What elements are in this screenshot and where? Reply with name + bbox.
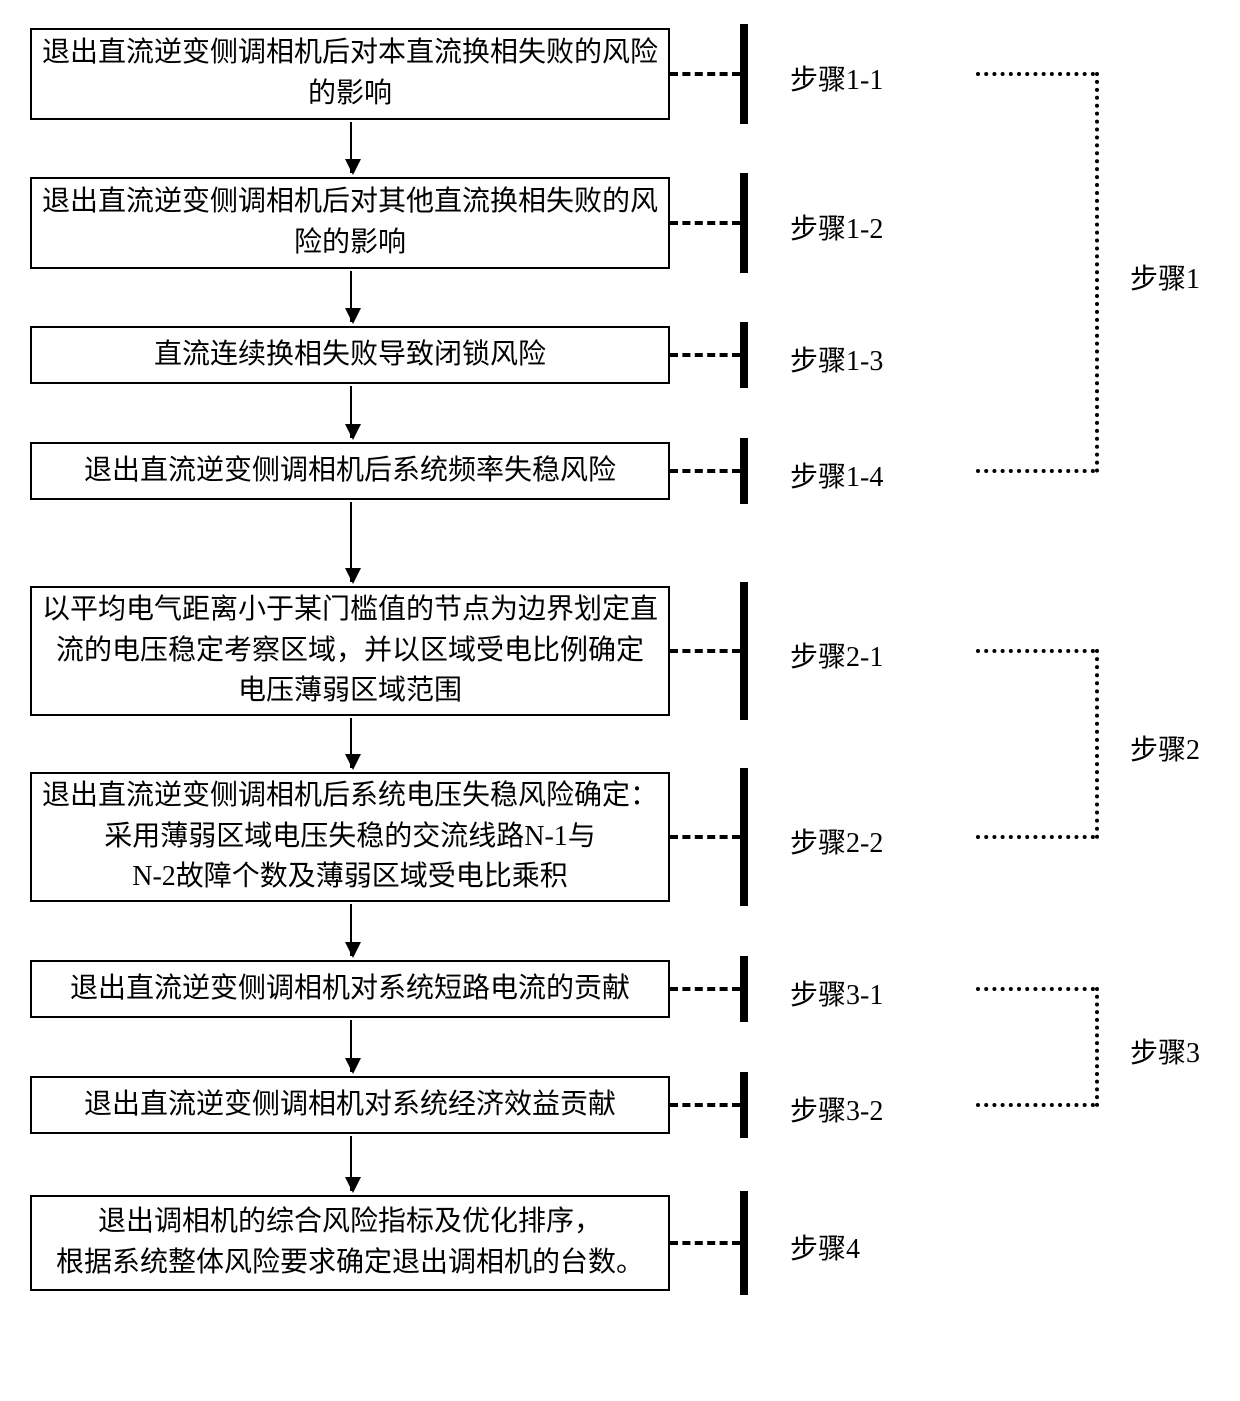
arrow [350,1020,352,1072]
flow-node-text: 退出直流逆变侧调相机后对其他直流换相失败的风 险的影响 [42,182,658,263]
arrow [350,1136,352,1191]
arrow [350,386,352,438]
flow-node-text: 退出直流逆变侧调相机后系统电压失稳风险确定： 采用薄弱区域电压失稳的交流线路N-… [42,776,658,898]
sub-dash [670,469,740,473]
step-label: 步骤1 [1130,257,1200,297]
sub-dash [670,72,740,76]
sub-bar [740,1072,748,1138]
flow-node-n12: 退出直流逆变侧调相机后对其他直流换相失败的风 险的影响 [30,177,670,269]
step-label: 步骤2 [1130,728,1200,768]
sub-dash [670,649,740,653]
sub-dash [670,1241,740,1245]
arrow [350,904,352,956]
sub-dash [670,1103,740,1107]
step-bracket-arm [976,1103,1095,1107]
flow-node-text: 退出直流逆变侧调相机对系统短路电流的贡献 [70,969,630,1010]
sub-label: 步骤1-3 [790,339,883,379]
arrow [350,718,352,768]
flow-node-n14: 退出直流逆变侧调相机后系统频率失稳风险 [30,442,670,500]
sub-label: 步骤3-1 [790,973,883,1013]
flow-node-n4: 退出调相机的综合风险指标及优化排序， 根据系统整体风险要求确定退出调相机的台数。 [30,1195,670,1291]
flow-node-n32: 退出直流逆变侧调相机对系统经济效益贡献 [30,1076,670,1134]
sub-bar [740,1191,748,1295]
step-bracket-spine [1095,72,1099,473]
sub-label: 步骤1-1 [790,58,883,98]
flow-node-n31: 退出直流逆变侧调相机对系统短路电流的贡献 [30,960,670,1018]
flow-node-n13: 直流连续换相失败导致闭锁风险 [30,326,670,384]
sub-bar [740,322,748,388]
flow-node-text: 以平均电气距离小于某门槛值的节点为边界划定直 流的电压稳定考察区域，并以区域受电… [42,590,658,712]
step-bracket-arm [976,469,1095,473]
sub-label: 步骤2-1 [790,635,883,675]
sub-dash [670,835,740,839]
sub-label: 步骤2-2 [790,821,883,861]
step-bracket-arm [976,835,1095,839]
sub-label: 步骤1-2 [790,207,883,247]
arrow [350,271,352,322]
flow-node-text: 直流连续换相失败导致闭锁风险 [154,335,546,376]
flow-node-text: 退出直流逆变侧调相机后对本直流换相失败的风险 的影响 [42,33,658,114]
sub-dash [670,221,740,225]
flow-node-n21: 以平均电气距离小于某门槛值的节点为边界划定直 流的电压稳定考察区域，并以区域受电… [30,586,670,716]
sub-bar [740,768,748,906]
step-bracket-arm [976,649,1095,653]
arrow [350,502,352,582]
step-bracket-arm [976,987,1095,991]
sub-bar [740,173,748,273]
sub-label: 步骤4 [790,1227,860,1267]
sub-label: 步骤3-2 [790,1089,883,1129]
flow-node-n11: 退出直流逆变侧调相机后对本直流换相失败的风险 的影响 [30,28,670,120]
arrow [350,122,352,173]
step-bracket-spine [1095,649,1099,839]
sub-dash [670,353,740,357]
sub-label: 步骤1-4 [790,455,883,495]
flow-node-text: 退出调相机的综合风险指标及优化排序， 根据系统整体风险要求确定退出调相机的台数。 [56,1202,644,1283]
sub-bar [740,956,748,1022]
sub-bar [740,24,748,124]
flow-node-text: 退出直流逆变侧调相机后系统频率失稳风险 [84,451,616,492]
step-bracket-spine [1095,987,1099,1107]
flowchart: 退出直流逆变侧调相机后对本直流换相失败的风险 的影响 步骤1-1 退出直流逆变侧调相… [0,0,1240,1401]
flow-node-text: 退出直流逆变侧调相机对系统经济效益贡献 [84,1085,616,1126]
flow-node-n22: 退出直流逆变侧调相机后系统电压失稳风险确定： 采用薄弱区域电压失稳的交流线路N-… [30,772,670,902]
step-bracket-arm [976,72,1095,76]
step-label: 步骤3 [1130,1031,1200,1071]
sub-bar [740,582,748,720]
sub-dash [670,987,740,991]
sub-bar [740,438,748,504]
